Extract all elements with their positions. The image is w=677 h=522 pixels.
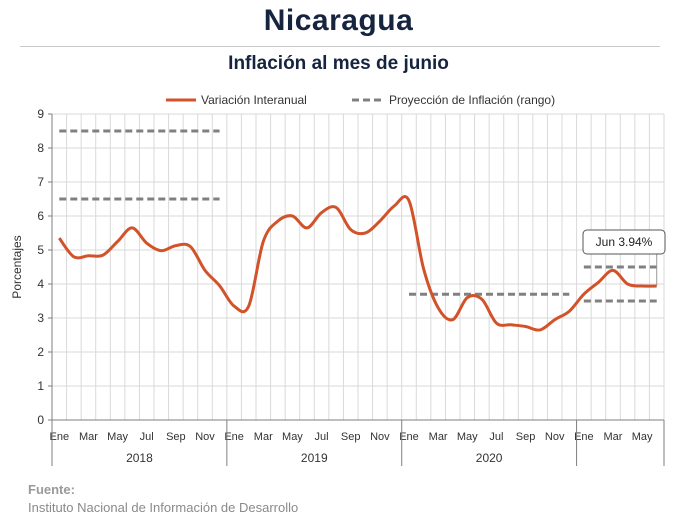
chart-subtitle: Inflación al mes de junio <box>228 53 449 74</box>
x-tick-label: Ene <box>49 431 69 443</box>
y-tick-label: 1 <box>37 379 44 393</box>
annotation-box <box>582 229 666 255</box>
x-tick-label: May <box>107 431 128 443</box>
series-layer <box>58 195 657 332</box>
year-label: 2018 <box>126 451 153 465</box>
y-tick-label: 8 <box>37 141 44 155</box>
legend-label-series: Variación Interanual <box>201 93 307 107</box>
title-divider <box>20 46 660 47</box>
x-tick-label: Jul <box>315 431 329 443</box>
y-tick-label: 7 <box>37 175 44 189</box>
y-tick-label: 6 <box>37 209 44 223</box>
y-tick-label: 5 <box>37 243 44 257</box>
year-label: 2020 <box>476 451 503 465</box>
source-label: Fuente: <box>28 482 75 497</box>
x-tick-label: Nov <box>195 431 215 443</box>
x-tick-label: Ene <box>224 431 244 443</box>
y-tick-label: 2 <box>37 345 44 359</box>
y-tick-label: 4 <box>37 277 44 291</box>
x-tick-label: Mar <box>79 431 98 443</box>
x-tick-label: Mar <box>429 431 448 443</box>
x-tick-label: Jul <box>489 431 503 443</box>
page-title: Nicaragua <box>263 4 414 37</box>
annotation-layer: Jun 3.94% <box>582 229 666 287</box>
x-tick-label: May <box>632 431 653 443</box>
x-tick-label: Sep <box>516 431 536 443</box>
y-tick-label: 3 <box>37 311 44 325</box>
y-axis-label: Porcentajes <box>10 235 24 298</box>
x-tick-label: Mar <box>254 431 273 443</box>
y-tick-label: 9 <box>37 107 44 121</box>
annotation-label: Jun 3.94% <box>596 235 653 249</box>
year-label: 2019 <box>301 451 328 465</box>
x-tick-label: Ene <box>399 431 419 443</box>
x-tick-label: Jul <box>140 431 154 443</box>
projection-layer <box>59 129 657 303</box>
source-text: Instituto Nacional de Información de Des… <box>28 500 299 515</box>
legend-label-projection: Proyección de Inflación (rango) <box>389 93 555 107</box>
grid-layer <box>51 113 665 421</box>
x-tick-label: Sep <box>166 431 186 443</box>
legend: Variación Interanual Proyección de Inflac… <box>166 93 555 107</box>
x-tick-label: Nov <box>370 431 390 443</box>
x-tick-label: May <box>282 431 303 443</box>
series-line-variacion-interanual <box>58 195 657 332</box>
axis-layer: 0 1 2 3 4 5 6 7 8 9 Porcentajes Ene Mar May Jul Sep Nov E… <box>10 107 665 466</box>
x-tick-label: May <box>457 431 478 443</box>
y-tick-label: 0 <box>37 413 44 427</box>
x-tick-label: Nov <box>545 431 565 443</box>
x-tick-label: Ene <box>574 431 594 443</box>
x-tick-label: Sep <box>341 431 361 443</box>
x-tick-label: Mar <box>604 431 623 443</box>
